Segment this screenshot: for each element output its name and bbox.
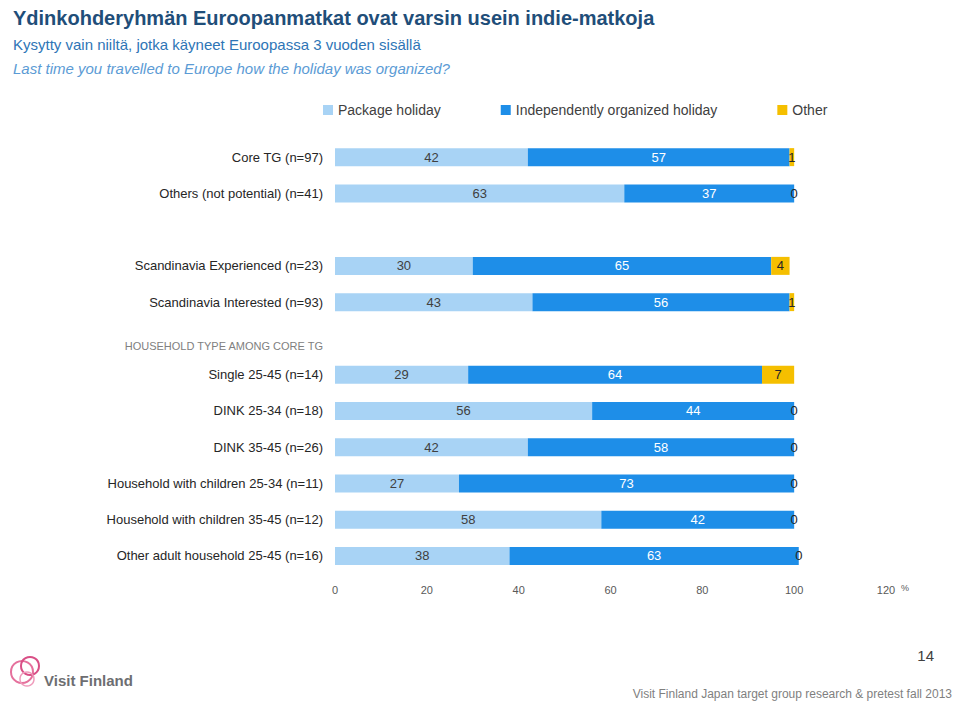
svg-text:65: 65 <box>615 258 629 273</box>
svg-text:DINK 35-45 (n=26): DINK 35-45 (n=26) <box>214 440 323 455</box>
svg-text:Visit Finland: Visit Finland <box>44 672 133 689</box>
svg-text:63: 63 <box>472 186 486 201</box>
svg-text:27: 27 <box>390 476 404 491</box>
svg-text:0: 0 <box>791 512 798 527</box>
svg-text:Other adult household 25-45 (n: Other adult household 25-45 (n=16) <box>117 548 323 563</box>
svg-text:0: 0 <box>795 548 802 563</box>
svg-text:56: 56 <box>456 403 470 418</box>
svg-text:4: 4 <box>777 258 784 273</box>
svg-text:43: 43 <box>426 295 440 310</box>
svg-text:Single 25-45 (n=14): Single 25-45 (n=14) <box>208 367 323 382</box>
svg-text:42: 42 <box>424 150 438 165</box>
svg-text:42: 42 <box>424 440 438 455</box>
svg-text:60: 60 <box>604 584 616 596</box>
svg-text:1: 1 <box>788 295 795 310</box>
svg-text:64: 64 <box>608 367 622 382</box>
svg-text:63: 63 <box>647 548 661 563</box>
svg-text:38: 38 <box>415 548 429 563</box>
svg-text:44: 44 <box>686 403 700 418</box>
svg-text:Kysytty vain niiltä, jotka käy: Kysytty vain niiltä, jotka käyneet Euroo… <box>13 36 421 53</box>
svg-text:29: 29 <box>394 367 408 382</box>
svg-text:HOUSEHOLD TYPE AMONG CORE TG: HOUSEHOLD TYPE AMONG CORE TG <box>125 340 323 352</box>
svg-text:0: 0 <box>332 584 338 596</box>
svg-text:DINK 25-34 (n=18): DINK 25-34 (n=18) <box>214 403 323 418</box>
svg-text:Independently organized holida: Independently organized holiday <box>516 102 718 118</box>
svg-text:20: 20 <box>421 584 433 596</box>
svg-text:37: 37 <box>702 186 716 201</box>
svg-text:0: 0 <box>791 186 798 201</box>
svg-text:Visit Finland Japan target gro: Visit Finland Japan target group researc… <box>633 687 953 701</box>
svg-text:Others (not potential) (n=41): Others (not potential) (n=41) <box>159 186 323 201</box>
svg-text:0: 0 <box>791 476 798 491</box>
svg-text:Core TG (n=97): Core TG (n=97) <box>232 150 323 165</box>
svg-text:42: 42 <box>691 512 705 527</box>
svg-text:7: 7 <box>774 367 781 382</box>
svg-text:80: 80 <box>696 584 708 596</box>
svg-text:58: 58 <box>654 440 668 455</box>
svg-text:30: 30 <box>397 258 411 273</box>
svg-text:56: 56 <box>654 295 668 310</box>
svg-text:Other: Other <box>792 102 827 118</box>
svg-text:Package holiday: Package holiday <box>338 102 441 118</box>
svg-text:%: % <box>901 583 909 593</box>
svg-text:40: 40 <box>513 584 525 596</box>
svg-text:Household with children 35-45: Household with children 35-45 (n=12) <box>107 512 323 527</box>
svg-text:1: 1 <box>788 150 795 165</box>
svg-text:Household with children 25-34: Household with children 25-34 (n=11) <box>108 476 323 491</box>
svg-text:58: 58 <box>461 512 475 527</box>
svg-text:100: 100 <box>785 584 803 596</box>
svg-text:73: 73 <box>619 476 633 491</box>
svg-text:Last time you travelled to Eur: Last time you travelled to Europe how th… <box>13 60 451 77</box>
svg-text:Scandinavia Interested (n=93): Scandinavia Interested (n=93) <box>149 295 323 310</box>
svg-text:120: 120 <box>877 584 895 596</box>
svg-text:0: 0 <box>791 440 798 455</box>
svg-text:57: 57 <box>651 150 665 165</box>
svg-text:14: 14 <box>917 647 934 664</box>
svg-text:0: 0 <box>791 403 798 418</box>
svg-text:Scandinavia Experienced (n=23): Scandinavia Experienced (n=23) <box>135 258 323 273</box>
svg-text:Ydinkohderyhmän Euroopanmatkat: Ydinkohderyhmän Euroopanmatkat ovat vars… <box>13 7 655 29</box>
